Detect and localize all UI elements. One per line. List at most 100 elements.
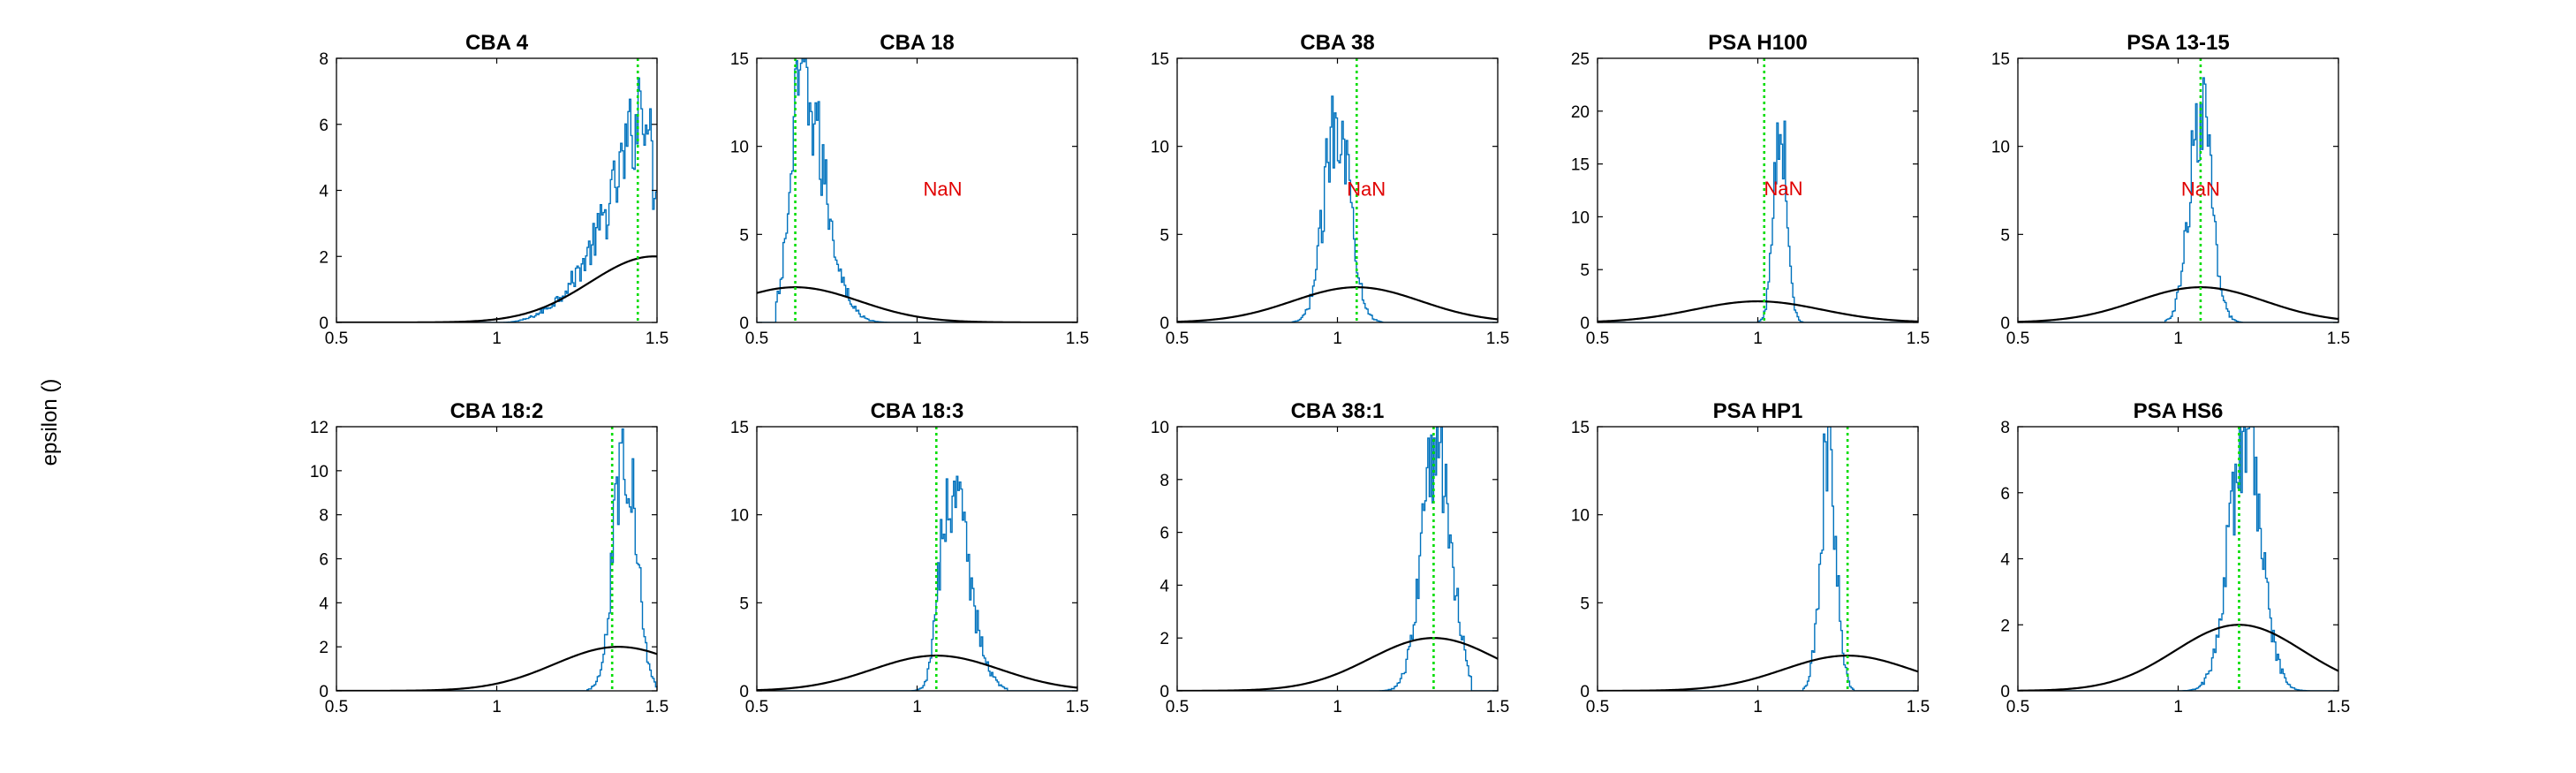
y-tick-label: 2 [1160,630,1169,648]
nan-annotation: NaN [924,178,963,201]
x-tick-label: 0.5 [2006,330,2029,348]
y-tick-label: 8 [2000,419,2010,437]
x-tick-label: 0.5 [745,330,768,348]
x-tick-label: 0.5 [325,698,348,716]
y-tick-label: 15 [1571,156,1590,175]
chart-panel-1: CBA 4 0.5 1 1.5 0 2 4 6 8 [319,31,669,348]
prior-curve [2018,624,2338,691]
y-tick-label: 4 [319,183,329,201]
y-tick-label: 4 [1160,577,1169,595]
x-tick-label: 1.5 [2327,330,2350,348]
y-tick-label: 2 [319,248,329,267]
y-tick-label: 5 [1580,595,1590,613]
y-tick-label: 2 [2000,617,2010,635]
y-tick-label: 6 [319,117,329,135]
x-tick-label: 1 [492,330,502,348]
x-tick-label: 1.5 [1907,330,1930,348]
y-tick-label: 5 [739,595,749,613]
y-tick-label: 10 [1571,208,1590,227]
x-tick-label: 1.5 [1066,698,1089,716]
x-tick-label: 1 [1333,330,1342,348]
y-tick-label: 0 [2000,315,2010,333]
x-tick-label: 1 [2173,698,2183,716]
y-tick-label: 5 [739,226,749,245]
x-tick-label: 1.5 [1907,698,1930,716]
y-tick-label: 8 [319,507,329,526]
x-tick-label: 1.5 [646,698,669,716]
y-tick-label: 20 [1571,103,1590,122]
x-tick-label: 0.5 [325,330,348,348]
posterior-histogram [1177,95,1498,322]
y-tick-label: 6 [1160,525,1169,543]
chart-panel-8: CBA 38:1 0.5 1 1.5 0 2 4 6 8 10 [1151,399,1509,716]
prior-curve [1598,299,1918,322]
chart-panel-6: CBA 18:2 0.5 1 1.5 0 2 4 6 8 10 12 [310,399,669,716]
y-tick-label: 0 [739,315,749,333]
y-tick-label: 8 [319,50,329,69]
y-tick-label: 5 [2000,226,2010,245]
y-tick-label: 0 [2000,683,2010,701]
x-tick-label: 1.5 [646,330,669,348]
y-tick-label: 0 [1160,683,1169,701]
x-tick-label: 1 [492,698,502,716]
panel-title: CBA 18:2 [450,399,544,423]
y-tick-label: 10 [1151,419,1169,437]
chart-panel-2: CBA 18 0.5 1 1.5 0 5 10 15 NaN [730,31,1089,348]
x-tick-label: 1 [1753,698,1763,716]
nan-annotation: NaN [1347,178,1386,201]
chart-panel-5: PSA 13-15 0.5 1 1.5 0 5 10 15 NaN [1991,31,2350,348]
chart-panel-4: PSA H100 0.5 1 1.5 0 5 10 15 20 25 NaN [1571,31,1930,348]
y-tick-label: 0 [319,315,329,333]
posterior-histogram [336,77,657,322]
y-tick-label: 15 [1991,50,2010,69]
y-tick-label: 10 [1571,507,1590,526]
panel-title: PSA H100 [1708,31,1808,55]
y-tick-label: 8 [1160,472,1169,490]
x-tick-label: 1.5 [1486,698,1509,716]
x-tick-label: 1.5 [1486,330,1509,348]
y-tick-label: 2 [319,639,329,657]
y-tick-label: 15 [730,50,749,69]
nan-annotation: NaN [2181,178,2220,201]
y-tick-label: 25 [1571,50,1590,69]
panel-title: CBA 18:3 [871,399,964,423]
y-tick-label: 4 [319,595,329,613]
posterior-histogram [757,58,1077,322]
x-tick-label: 0.5 [1586,330,1609,348]
x-tick-label: 1 [2173,330,2183,348]
x-tick-label: 0.5 [1166,698,1189,716]
x-tick-label: 1.5 [2327,698,2350,716]
y-tick-label: 10 [1151,139,1169,157]
x-tick-label: 1 [912,698,922,716]
posterior-histogram [2018,77,2338,322]
posterior-histogram [1598,120,1918,322]
y-tick-label: 6 [319,551,329,570]
y-tick-label: 15 [730,419,749,437]
chart-panel-10: PSA HS6 0.5 1 1.5 0 2 4 6 8 [2000,399,2350,716]
y-tick-label: 10 [310,463,329,481]
y-tick-label: 6 [2000,485,2010,504]
panel-title: CBA 18 [880,31,954,55]
y-tick-label: 0 [1580,315,1590,333]
prior-curve [1177,286,1498,322]
x-tick-label: 1 [912,330,922,348]
x-tick-label: 1.5 [1066,330,1089,348]
panel-title: PSA 13-15 [2127,31,2230,55]
y-tick-label: 0 [1160,315,1169,333]
posterior-histogram [757,475,1077,691]
y-tick-label: 0 [1580,683,1590,701]
y-tick-label: 0 [319,683,329,701]
panel-title: CBA 38 [1300,31,1374,55]
panel-title: CBA 4 [465,31,529,55]
nan-annotation: NaN [1764,178,1803,200]
panel-title: PSA HS6 [2134,399,2224,423]
x-tick-label: 1 [1333,698,1342,716]
posterior-histogram [2018,427,2338,691]
chart-panel-9: PSA HP1 0.5 1 1.5 0 5 10 15 [1571,399,1930,716]
y-tick-label: 4 [2000,551,2010,570]
y-tick-label: 12 [310,419,329,437]
x-tick-label: 0.5 [2006,698,2029,716]
